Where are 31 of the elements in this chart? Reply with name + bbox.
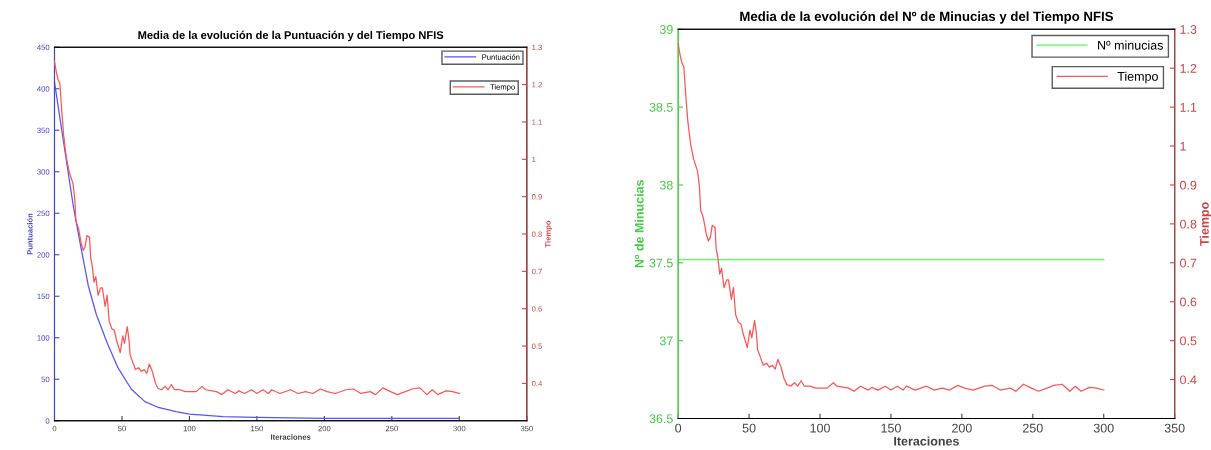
- x-tick-label: 0: [675, 423, 682, 433]
- y-tick-label: 36.5: [649, 414, 673, 424]
- x-tick-label: 350: [1164, 423, 1185, 433]
- x-tick-label: 200: [952, 423, 972, 433]
- y2-tick-label: 0.6: [1180, 297, 1197, 307]
- y2-tick-label: 1.2: [1180, 63, 1197, 73]
- y2-tick-label: 1: [1180, 141, 1186, 151]
- y-tick-label: 38.5: [649, 102, 673, 112]
- y2-tick-label: 1.3: [1180, 25, 1197, 34]
- y2-tick-label: 1.1: [1180, 103, 1197, 112]
- y-tick-label: 39: [659, 25, 673, 34]
- chart-title: Media de la evolución del Nº de Minucias y del Tiempo NFIS: [740, 11, 1113, 24]
- y2-tick-label: 0.7: [1180, 258, 1197, 268]
- y-tick-label: 37: [659, 336, 673, 346]
- y-tick-label: 37.5: [649, 258, 673, 268]
- y2-axis-title: Tiempo: [1199, 202, 1211, 246]
- x-tick-label: 100: [810, 423, 830, 433]
- x-tick-label: 300: [1093, 423, 1114, 433]
- chart-title: Media de la evolución de la Puntuación y del Tiempo NFIS: [138, 30, 444, 42]
- y2-tick-label: 0.5: [1180, 336, 1197, 346]
- legend-label: Tiempo: [1117, 71, 1158, 84]
- y2-tick-label: 0.9: [1180, 180, 1197, 190]
- x-tick-label: 150: [881, 423, 901, 433]
- y2-tick-label: 0.4: [1180, 375, 1197, 385]
- y2-tick-label: 0.8: [1180, 219, 1197, 229]
- legend-label: Nº minucias: [1098, 40, 1163, 50]
- x-tick-label: 250: [1023, 423, 1043, 433]
- x-tick-label: 50: [742, 423, 756, 433]
- y-tick-label: 38: [659, 180, 673, 190]
- x-axis-title: Iteraciones: [894, 436, 959, 446]
- y-axis-title: Nº de Minucias: [634, 180, 644, 268]
